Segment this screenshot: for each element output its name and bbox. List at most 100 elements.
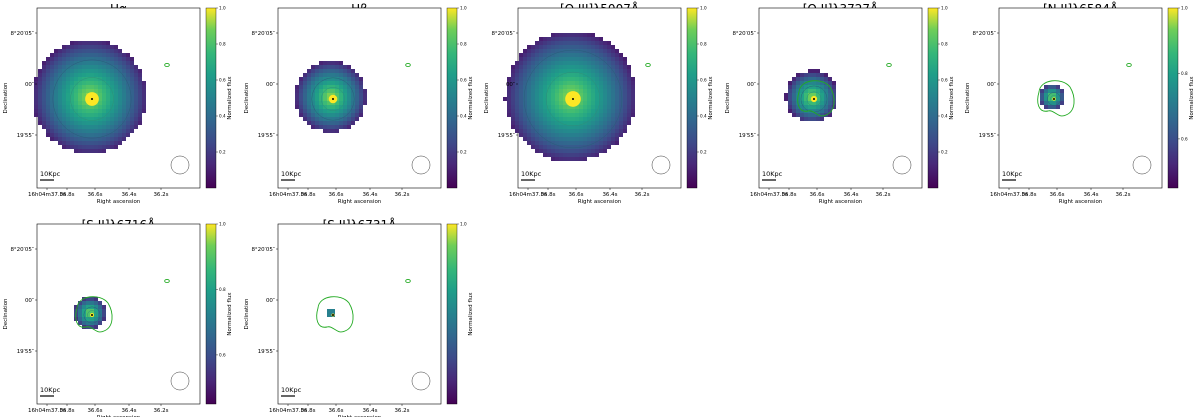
flux-pixel	[519, 65, 524, 70]
flux-pixel	[812, 93, 817, 98]
flux-pixel	[555, 69, 560, 74]
y-axis-label: Declination	[484, 82, 490, 114]
flux-pixel	[595, 37, 600, 42]
flux-pixel	[583, 145, 588, 150]
flux-pixel	[86, 73, 91, 78]
centroid-marker	[1053, 98, 1055, 100]
flux-pixel	[595, 125, 600, 130]
flux-pixel	[531, 117, 536, 122]
flux-pixel	[331, 73, 336, 78]
flux-pixel	[110, 65, 115, 70]
flux-pixel	[631, 85, 636, 90]
x-tick-label: 36.4s	[843, 192, 858, 198]
flux-pixel	[86, 317, 91, 322]
flux-pixel	[551, 49, 556, 54]
flux-pixel	[126, 113, 131, 118]
flux-pixel	[583, 33, 588, 38]
flux-pixel	[555, 81, 560, 86]
flux-pixel	[587, 117, 592, 122]
flux-pixel	[134, 125, 139, 130]
flux-pixel	[595, 49, 600, 54]
flux-pixel	[559, 157, 564, 162]
flux-pixel	[607, 101, 612, 106]
flux-pixel	[134, 77, 139, 82]
flux-pixel	[126, 125, 131, 130]
flux-pixel	[547, 81, 552, 86]
flux-pixel	[70, 57, 75, 62]
flux-pixel	[90, 57, 95, 62]
y-tick-label: 19′55″	[739, 133, 756, 139]
flux-pixel	[615, 61, 620, 66]
flux-pixel	[38, 73, 43, 78]
flux-pixel	[631, 97, 636, 102]
flux-contour	[83, 306, 101, 324]
flux-pixel	[110, 101, 115, 106]
flux-pixel	[575, 157, 580, 162]
flux-pixel	[126, 109, 131, 114]
flux-pixel	[631, 101, 636, 106]
flux-pixel	[74, 57, 79, 62]
flux-pixel	[82, 101, 87, 106]
y-axis-label: Declination	[725, 82, 731, 114]
flux-pixel	[42, 61, 47, 66]
flux-pixel	[531, 129, 536, 134]
flux-pixel	[130, 109, 135, 114]
flux-pixel	[579, 73, 584, 78]
flux-pixel	[343, 101, 348, 106]
flux-pixel	[808, 73, 813, 78]
flux-pixel	[595, 61, 600, 66]
flux-pixel	[86, 53, 91, 58]
flux-pixel	[575, 89, 580, 94]
flux-pixel	[34, 77, 39, 82]
flux-pixel	[130, 57, 135, 62]
flux-pixel	[527, 65, 532, 70]
flux-pixel	[563, 73, 568, 78]
flux-pixel	[583, 77, 588, 82]
flux-pixel	[796, 85, 801, 90]
y-tick-label: 19′55″	[979, 133, 996, 139]
flux-pixel	[359, 113, 364, 118]
flux-pixel	[547, 73, 552, 78]
emission-blob	[784, 69, 837, 122]
flux-pixel	[523, 53, 528, 58]
x-tick-label: 16h04m37.0s	[269, 408, 307, 414]
flux-pixel	[555, 89, 560, 94]
flux-pixel	[343, 97, 348, 102]
flux-pixel	[531, 105, 536, 110]
flux-pixel	[50, 121, 55, 126]
flux-pixel	[515, 97, 520, 102]
flux-pixel	[784, 93, 789, 98]
flux-pixel	[106, 125, 111, 130]
flux-pixel	[599, 85, 604, 90]
flux-pixel	[78, 85, 83, 90]
flux-pixel	[523, 57, 528, 62]
flux-pixel	[78, 45, 83, 50]
flux-pixel	[603, 137, 608, 142]
flux-pixel	[820, 117, 825, 122]
flux-pixel	[603, 77, 608, 82]
flux-pixel	[555, 93, 560, 98]
flux-pixel	[58, 133, 63, 138]
flux-pixel	[58, 137, 63, 142]
flux-pixel	[110, 117, 115, 122]
flux-pixel	[70, 113, 75, 118]
flux-pixel	[359, 97, 364, 102]
flux-pixel	[74, 69, 79, 74]
flux-pixel	[70, 141, 75, 146]
flux-pixel	[531, 85, 536, 90]
flux-pixel	[812, 85, 817, 90]
flux-pixel	[792, 77, 797, 82]
flux-pixel	[571, 149, 576, 154]
flux-pixel	[559, 73, 564, 78]
flux-pixel	[539, 97, 544, 102]
flux-pixel	[555, 153, 560, 158]
flux-pixel	[130, 113, 135, 118]
flux-pixel	[559, 41, 564, 46]
flux-pixel	[555, 53, 560, 58]
flux-pixel	[130, 121, 135, 126]
flux-pixel	[539, 125, 544, 130]
flux-pixel	[138, 121, 143, 126]
flux-pixel	[579, 113, 584, 118]
flux-pixel	[551, 113, 556, 118]
flux-pixel	[126, 101, 131, 106]
